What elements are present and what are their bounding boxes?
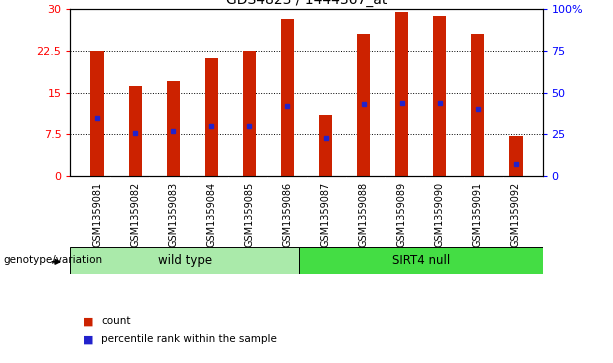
Bar <box>509 136 522 176</box>
Bar <box>281 19 294 176</box>
Bar <box>205 58 218 176</box>
Text: GSM1359088: GSM1359088 <box>359 182 368 247</box>
Text: genotype/variation: genotype/variation <box>3 256 102 265</box>
Bar <box>243 51 256 176</box>
Bar <box>319 115 332 176</box>
Text: GSM1359091: GSM1359091 <box>473 182 483 247</box>
Text: percentile rank within the sample: percentile rank within the sample <box>101 334 277 344</box>
Text: GSM1359082: GSM1359082 <box>130 182 140 247</box>
Text: GSM1359092: GSM1359092 <box>511 182 521 247</box>
Text: count: count <box>101 316 131 326</box>
Text: GSM1359081: GSM1359081 <box>92 182 102 247</box>
Text: GSM1359084: GSM1359084 <box>207 182 216 247</box>
Text: GSM1359083: GSM1359083 <box>169 182 178 247</box>
Text: SIRT4 null: SIRT4 null <box>392 254 450 267</box>
Text: GSM1359090: GSM1359090 <box>435 182 444 247</box>
Bar <box>167 81 180 176</box>
Bar <box>395 12 408 176</box>
Bar <box>433 16 446 176</box>
Bar <box>91 51 104 176</box>
Bar <box>471 34 484 176</box>
Bar <box>299 247 543 274</box>
Text: GSM1359089: GSM1359089 <box>397 182 406 247</box>
Text: ■: ■ <box>83 316 93 326</box>
Text: GSM1359085: GSM1359085 <box>245 182 254 247</box>
Text: GSM1359087: GSM1359087 <box>321 182 330 247</box>
Text: GSM1359086: GSM1359086 <box>283 182 292 247</box>
Title: GDS4823 / 1444367_at: GDS4823 / 1444367_at <box>226 0 387 7</box>
Bar <box>357 34 370 176</box>
Bar <box>70 247 299 274</box>
Text: wild type: wild type <box>158 254 211 267</box>
Text: ■: ■ <box>83 334 93 344</box>
Bar <box>129 86 142 176</box>
